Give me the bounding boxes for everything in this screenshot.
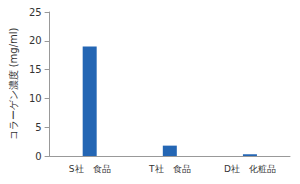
svg-text:5: 5 [35, 122, 41, 133]
svg-text:0: 0 [35, 151, 41, 162]
svg-text:コラーゲン濃度 (mg/ml): コラーゲン濃度 (mg/ml) [8, 27, 19, 140]
svg-text:T社 食品: T社 食品 [148, 164, 191, 174]
svg-text:20: 20 [29, 35, 42, 46]
svg-text:15: 15 [29, 64, 42, 75]
svg-text:10: 10 [29, 93, 42, 104]
svg-text:S社 食品: S社 食品 [69, 164, 111, 174]
svg-text:D社 化粧品: D社 化粧品 [224, 164, 276, 174]
svg-text:25: 25 [29, 7, 42, 18]
